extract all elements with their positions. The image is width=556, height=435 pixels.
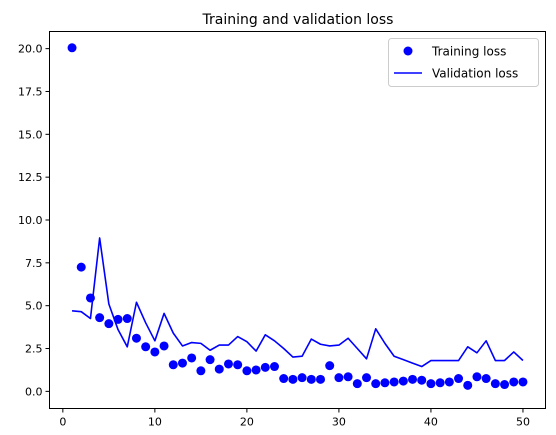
y-tick-label: 20.0	[18, 43, 43, 56]
training-loss-point	[242, 366, 252, 376]
chart-title: Training and validation loss	[202, 12, 394, 28]
training-loss-point	[177, 358, 187, 368]
y-tick-label: 0.0	[25, 385, 43, 398]
y-tick-label: 12.5	[18, 171, 43, 184]
training-loss-point	[122, 314, 132, 324]
training-loss-point	[362, 373, 372, 383]
training-loss-point	[260, 362, 270, 372]
training-loss-point	[509, 377, 519, 387]
y-tick-label: 2.5	[25, 343, 43, 356]
legend: Training loss Validation loss	[388, 38, 539, 87]
training-loss-point	[269, 362, 279, 372]
training-loss-point	[288, 374, 298, 384]
training-loss-point	[417, 375, 427, 385]
training-loss-point	[196, 366, 206, 376]
y-tick-label: 5.0	[25, 300, 43, 313]
x-tick-label: 40	[424, 416, 438, 429]
y-tick-label: 7.5	[25, 257, 43, 270]
training-loss-point	[279, 374, 289, 384]
training-loss-point	[187, 353, 197, 363]
training-loss-point	[518, 377, 528, 387]
axes-frame	[49, 31, 546, 409]
training-loss-point	[389, 377, 399, 387]
y-tick-label: 15.0	[18, 128, 43, 141]
training-loss-point	[76, 262, 86, 272]
training-loss-point	[398, 376, 408, 386]
training-loss-point	[159, 341, 169, 351]
training-loss-point	[223, 359, 233, 369]
training-loss-point	[104, 319, 114, 329]
training-loss-point	[168, 360, 178, 370]
training-loss-point	[141, 342, 151, 352]
training-loss-point	[435, 378, 445, 388]
training-loss-point	[371, 379, 381, 389]
x-axis: 0 10 20 30 40 50	[59, 408, 530, 429]
x-tick-label: 10	[148, 416, 162, 429]
training-loss-point	[316, 374, 326, 384]
training-loss-point	[306, 374, 316, 384]
training-loss-point	[214, 364, 224, 374]
training-loss-point	[472, 372, 482, 382]
training-loss-point	[352, 379, 362, 389]
y-tick-label: 10.0	[18, 214, 43, 227]
training-loss-point	[408, 374, 418, 384]
training-loss-point	[454, 374, 464, 384]
y-axis: 0.0 2.5 5.0 7.5 10.0 12.5 15.0 17.5 20.0	[18, 43, 50, 398]
training-loss-point	[150, 347, 160, 357]
training-loss-point	[233, 360, 243, 370]
training-loss-point	[444, 377, 454, 387]
training-loss-point	[113, 314, 123, 324]
x-tick-label: 20	[240, 416, 254, 429]
legend-marker-training	[403, 46, 413, 56]
training-loss-point	[334, 373, 344, 383]
plot-area	[67, 43, 528, 390]
validation-loss-line	[71, 237, 524, 368]
training-loss-point	[463, 380, 473, 390]
training-loss-point	[481, 374, 491, 384]
training-loss-point	[95, 313, 105, 323]
training-loss-point	[205, 355, 215, 365]
x-tick-label: 50	[516, 416, 530, 429]
y-tick-label: 17.5	[18, 85, 43, 98]
training-loss-point	[325, 361, 335, 371]
legend-label-training: Training loss	[431, 45, 506, 59]
training-loss-point	[131, 333, 141, 343]
training-loss-point	[251, 365, 261, 375]
x-tick-label: 30	[332, 416, 346, 429]
legend-box	[388, 38, 539, 87]
x-tick-label: 0	[59, 416, 66, 429]
training-loss-point	[426, 379, 436, 389]
training-loss-point	[67, 43, 77, 53]
training-loss-point	[297, 373, 307, 383]
training-loss-point	[490, 379, 500, 389]
training-loss-point	[85, 293, 95, 303]
training-loss-point	[500, 380, 510, 390]
training-loss-point	[343, 372, 353, 382]
legend-label-validation: Validation loss	[432, 67, 518, 81]
training-loss-point	[380, 378, 390, 388]
